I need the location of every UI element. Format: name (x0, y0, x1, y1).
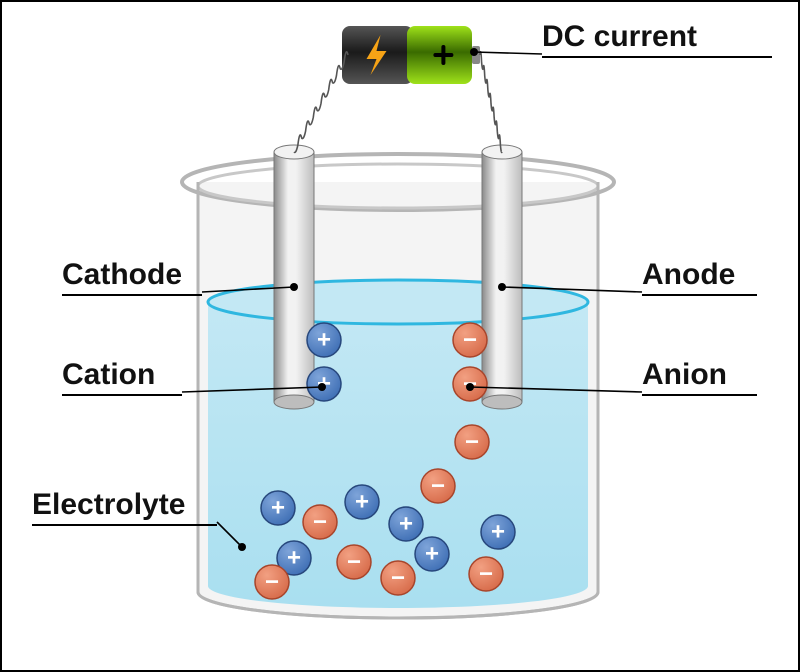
anion-floating-7: − (455, 425, 489, 459)
anion-floating-12: − (381, 561, 415, 595)
anode-electrode (482, 152, 522, 402)
anion-floating-11: − (255, 565, 289, 599)
anion-floating-3: − (337, 545, 371, 579)
liquid-surface (208, 280, 588, 324)
cation-floating-0: + (261, 491, 295, 525)
svg-text:+: + (355, 488, 369, 515)
callout-electrolyte-dot (238, 543, 246, 551)
anion-floating-9: − (469, 557, 503, 591)
cation-floating-2: + (345, 485, 379, 519)
svg-text:+: + (399, 510, 413, 537)
cation-floating-6: + (415, 537, 449, 571)
svg-text:−: − (479, 560, 493, 587)
svg-text:−: − (431, 472, 445, 499)
label-cation: Cation (62, 358, 182, 396)
anion-floating-1: − (303, 505, 337, 539)
svg-text:−: − (313, 508, 327, 535)
callout-cation-dot (318, 383, 326, 391)
callout-dc-current-leader (474, 52, 542, 54)
callout-anode-dot (498, 283, 506, 291)
wire-to-anode (480, 52, 502, 153)
label-electrolyte: Electrolyte (32, 488, 217, 526)
label-anion: Anion (642, 358, 757, 396)
diagram-svg: ++−−+−+−+−+−+−+−− (2, 2, 798, 670)
wire-to-cathode (294, 52, 348, 153)
cation-floating-4: + (389, 507, 423, 541)
svg-text:+: + (425, 540, 439, 567)
callout-anion-dot (466, 383, 474, 391)
svg-text:+: + (271, 494, 285, 521)
cation-floating-8: + (481, 515, 515, 549)
cation-on-cathode-0: + (307, 323, 341, 357)
cathode-electrode (274, 152, 314, 402)
callout-cathode-dot (290, 283, 298, 291)
callout-dc-current-dot (470, 48, 478, 56)
label-dc-current: DC current (542, 20, 772, 58)
svg-text:−: − (465, 428, 479, 455)
svg-text:−: − (463, 326, 477, 353)
svg-text:−: − (265, 568, 279, 595)
svg-text:+: + (491, 518, 505, 545)
label-cathode: Cathode (62, 258, 202, 296)
svg-text:−: − (391, 564, 405, 591)
svg-text:+: + (287, 544, 301, 571)
svg-text:+: + (317, 326, 331, 353)
svg-text:−: − (347, 548, 361, 575)
label-anode: Anode (642, 258, 757, 296)
anion-on-anode-0: − (453, 323, 487, 357)
anion-floating-5: − (421, 469, 455, 503)
diagram-frame: ++−−+−+−+−+−+−+−− DC current Cathode Ano… (0, 0, 800, 672)
